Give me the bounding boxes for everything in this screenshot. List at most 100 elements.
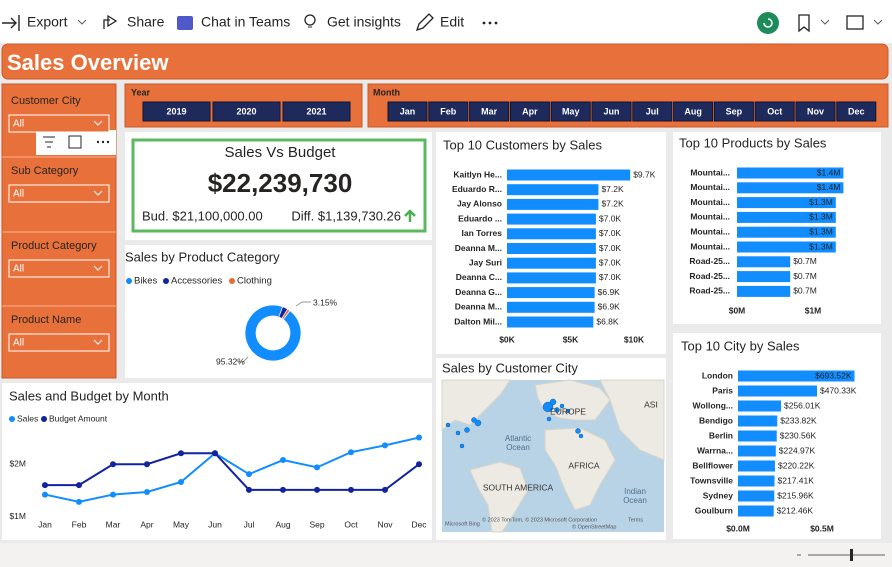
share-icon[interactable] — [103, 14, 118, 29]
view-icon[interactable] — [846, 15, 864, 30]
value-label: $0.7M — [793, 271, 817, 281]
slicer-option[interactable]: Nov — [807, 106, 824, 116]
header-bar — [1, 43, 889, 80]
slicer-button[interactable] — [550, 101, 591, 122]
data-label: 95.32% — [216, 356, 245, 366]
chevron[interactable] — [77, 19, 87, 25]
map-attribution: © 2023 TomTom, © 2023 Microsoft Corporat… — [482, 516, 597, 523]
dropdown-value[interactable]: All — [13, 189, 24, 200]
value-label: $0.7M — [793, 286, 817, 296]
legend-label: Clothing — [237, 276, 272, 287]
slicer-button[interactable] — [795, 101, 836, 122]
slicer-button[interactable] — [212, 101, 281, 122]
slicer-option[interactable]: Jan — [400, 106, 416, 116]
dropdown[interactable] — [8, 114, 110, 133]
legend-dot — [9, 416, 15, 422]
more-icon[interactable] — [96, 140, 110, 144]
donut-slice — [244, 304, 302, 362]
value-label: $7.0K — [599, 272, 622, 282]
focus-icon[interactable] — [68, 135, 82, 149]
category-label: Bellflower — [692, 460, 733, 470]
toolbar-item[interactable]: Get insights — [327, 14, 401, 30]
slicer-option[interactable]: 2020 — [236, 106, 256, 116]
teams-icon[interactable] — [177, 16, 193, 30]
slicer-button[interactable] — [713, 101, 754, 122]
more-icon[interactable] — [482, 21, 498, 25]
slicer-option[interactable]: Oct — [767, 106, 782, 116]
slicer-button[interactable] — [282, 101, 351, 122]
slicer-option[interactable]: Dec — [848, 106, 865, 116]
line-point — [382, 442, 388, 449]
toolbar-item[interactable]: Chat in Teams — [201, 14, 290, 30]
category-label: Eduardo R... — [452, 184, 502, 194]
category-label: Road-25... — [689, 256, 730, 266]
value-label: $470.33K — [820, 385, 857, 395]
category-label: Mountai... — [690, 241, 730, 251]
slicer-option[interactable]: Mar — [481, 106, 498, 116]
export-icon[interactable] — [2, 15, 20, 31]
toolbar-item[interactable]: Export — [27, 14, 68, 30]
reset-icon[interactable] — [757, 12, 779, 34]
edit-icon[interactable] — [415, 13, 434, 32]
dropdown-value[interactable]: All — [13, 119, 24, 130]
slicer-button[interactable] — [836, 101, 877, 122]
line-point — [212, 450, 218, 457]
line-point — [110, 461, 116, 468]
category-label: Berlin — [709, 430, 733, 440]
toolbar-item[interactable]: Edit — [440, 14, 464, 30]
value-label: $0.7M — [793, 256, 817, 266]
slicer-button[interactable] — [387, 101, 428, 122]
dropdown-value[interactable]: All — [13, 264, 24, 275]
slicer-button[interactable] — [469, 101, 510, 122]
bar — [737, 256, 791, 268]
x-tick-label: Nov — [377, 519, 393, 529]
dropdown[interactable] — [8, 259, 110, 278]
bar — [737, 241, 836, 253]
slicer-option[interactable]: Sep — [726, 106, 743, 116]
zoom-thumb[interactable] — [850, 549, 853, 561]
chevron[interactable] — [820, 19, 830, 25]
report-title: Sales Overview — [7, 50, 169, 75]
slicer-option[interactable]: Aug — [684, 106, 702, 116]
x-tick-label: $0.0M — [726, 523, 750, 533]
x-tick-label: Apr — [140, 519, 153, 529]
chart-title: Top 10 Customers by Sales — [443, 137, 602, 152]
slicer-option[interactable]: Apr — [522, 106, 538, 116]
map-terms[interactable]: Terms — [628, 517, 643, 523]
chevron[interactable] — [873, 19, 883, 25]
slicer-button[interactable] — [591, 101, 632, 122]
slicer-button[interactable] — [754, 101, 795, 122]
slicer-button[interactable] — [142, 101, 211, 122]
category-label: Sydney — [703, 490, 734, 500]
value-label: $6.9K — [598, 302, 621, 312]
dropdown[interactable] — [8, 184, 110, 203]
slicer-option[interactable]: Jun — [603, 106, 619, 116]
line-point — [246, 471, 252, 478]
map-title: Sales by Customer City — [442, 360, 578, 375]
map-osm: © OpenStreetMap — [572, 523, 616, 530]
slicer-option[interactable]: 2021 — [306, 106, 326, 116]
slicer-option[interactable]: Feb — [440, 106, 457, 116]
slicer-button[interactable] — [428, 101, 469, 122]
slicer-option[interactable]: Jul — [646, 106, 659, 116]
line-point — [314, 464, 320, 471]
line — [45, 452, 420, 491]
bookmark-icon[interactable] — [798, 14, 810, 33]
slicer-button[interactable] — [509, 101, 550, 122]
dropdown[interactable] — [8, 333, 110, 352]
filter-icon[interactable] — [43, 136, 55, 148]
slicer-button[interactable] — [632, 101, 673, 122]
slicer-button[interactable] — [673, 101, 714, 122]
bar — [507, 257, 596, 269]
dropdown-value[interactable]: All — [13, 338, 24, 349]
line-point — [178, 479, 184, 486]
slicer-option[interactable]: May — [562, 106, 580, 116]
line-point — [42, 491, 48, 498]
value-label: $1.3M — [809, 197, 833, 207]
slicer-option[interactable]: 2019 — [166, 106, 186, 116]
category-label: Goulburn — [695, 505, 733, 515]
toolbar-item[interactable]: Share — [127, 14, 165, 30]
bar — [738, 385, 818, 397]
insights-icon[interactable] — [304, 14, 316, 26]
category-label: Bendigo — [699, 415, 733, 425]
